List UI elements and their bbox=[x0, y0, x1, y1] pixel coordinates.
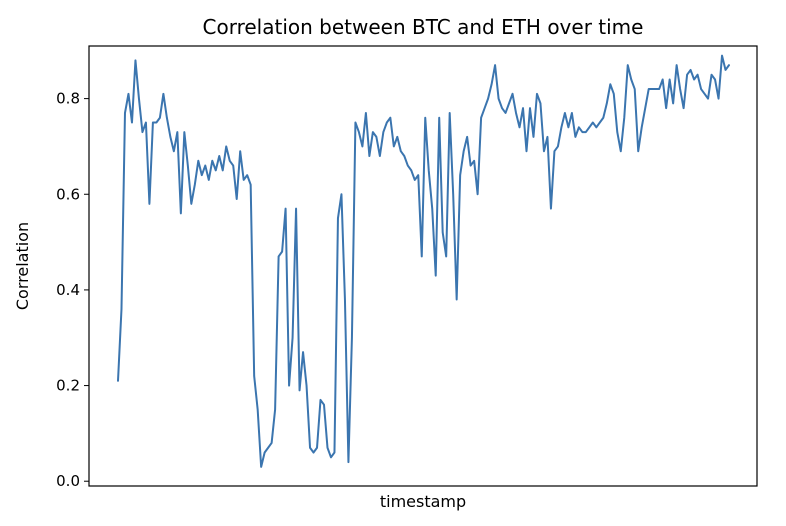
y-tick-label: 0.0 bbox=[56, 472, 80, 490]
y-tick-label: 0.8 bbox=[56, 90, 80, 108]
y-tick-label: 0.4 bbox=[56, 281, 80, 299]
chart-title: Correlation between BTC and ETH over tim… bbox=[203, 15, 644, 39]
y-tick-label: 0.2 bbox=[56, 377, 80, 395]
plot-area bbox=[117, 54, 730, 468]
y-tick-label: 0.6 bbox=[56, 185, 80, 203]
series-line bbox=[117, 54, 730, 468]
plot-frame bbox=[88, 45, 758, 487]
y-axis: 0.0 0.2 0.4 0.6 0.8 bbox=[56, 90, 89, 490]
x-axis-label: timestamp bbox=[380, 492, 466, 511]
y-axis-label: Correlation bbox=[13, 222, 32, 310]
